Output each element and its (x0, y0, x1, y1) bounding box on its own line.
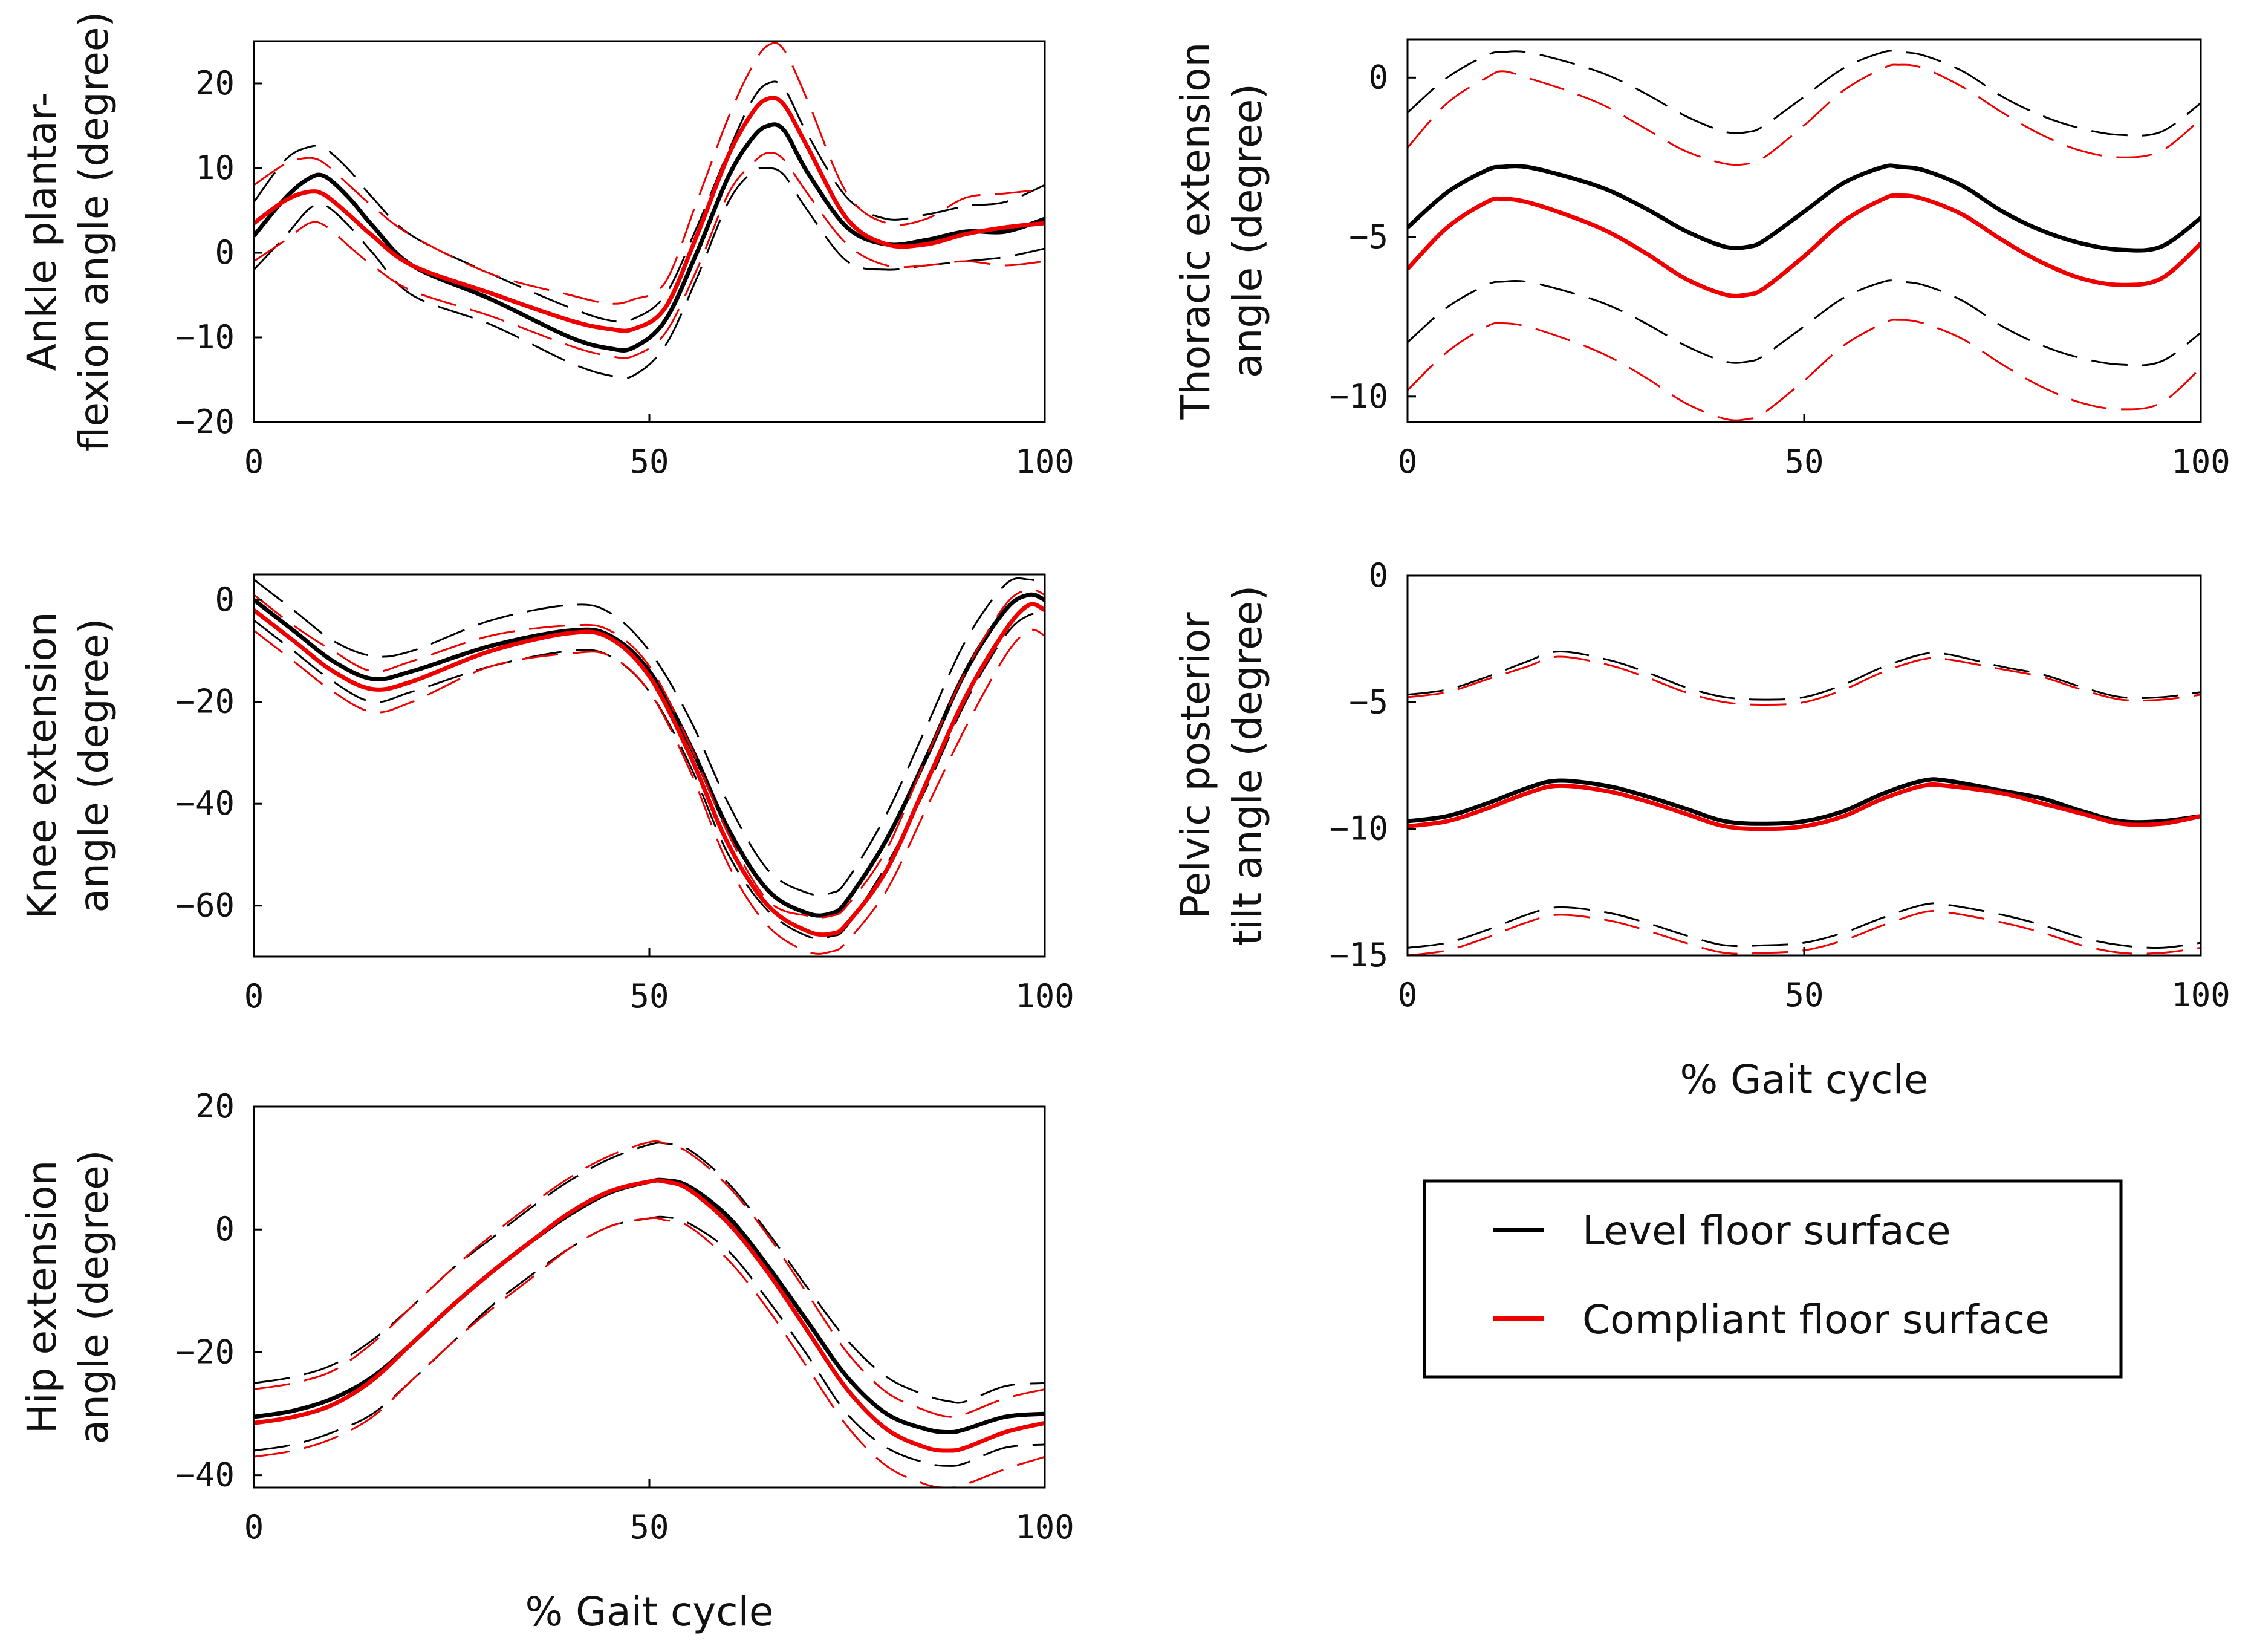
legend-label-level: Level floor surface (1582, 1208, 1951, 1254)
hip-compliant-sd-upper-line (254, 1140, 1045, 1418)
knee-ytick-label: −40 (175, 784, 235, 822)
pelvic-ytick-label: −10 (1329, 810, 1388, 848)
knee-compliant-sd-upper-line (254, 588, 1045, 919)
knee-xtick-label: 100 (1015, 977, 1074, 1015)
pelvic-compliant-mean-line (1408, 782, 2201, 831)
thoracic-xtick-label: 50 (1784, 443, 1824, 481)
hip-ylabel-line: angle (degree) (71, 1150, 117, 1445)
hip-compliant-mean-line (254, 1178, 1045, 1453)
knee-level-sd-lower-line (254, 613, 1045, 940)
hip-compliant-sd-lower-line (254, 1217, 1045, 1488)
knee-ytick-label: −20 (175, 683, 235, 721)
ankle-xtick-label: 0 (244, 443, 264, 481)
thoracic-ylabel-line: angle (degree) (1224, 83, 1271, 378)
hip-ylabel-line: Hip extension (19, 1160, 65, 1434)
ankle-compliant-mean-line (254, 96, 1045, 333)
thoracic-xtick-label: 0 (1398, 443, 1418, 481)
knee-compliant-sd-lower-line (254, 628, 1045, 955)
pelvic-ylabel-line: Pelvic posterior (1172, 612, 1219, 919)
thoracic-level-mean-line (1408, 163, 2201, 253)
ankle-ytick-label: −20 (175, 403, 235, 441)
thoracic-level-sd-lower-line (1408, 279, 2201, 366)
pelvic-ylabel-line: tilt angle (degree) (1224, 585, 1271, 946)
ankle-ytick-label: 10 (195, 149, 235, 187)
knee-ylabel-line: angle (degree) (71, 619, 117, 913)
pelvic-xtick-label: 100 (2171, 976, 2230, 1014)
knee-ylabel-line: Knee extension (19, 611, 65, 919)
hip-xlabel: % Gait cycle (525, 1589, 773, 1635)
thoracic-ytick-label: −5 (1349, 218, 1388, 256)
thoracic-ylabel-line: Thoracic extension (1172, 42, 1219, 420)
thoracic-compliant-mean-line (1408, 193, 2201, 298)
ankle-ylabel-line: flexion angle (degree) (71, 11, 117, 452)
pelvic-ytick-label: −5 (1349, 683, 1388, 721)
ankle-xtick-label: 50 (629, 443, 669, 481)
ankle-compliant-sd-upper-line (254, 42, 1045, 305)
hip-ytick-label: −20 (175, 1333, 235, 1371)
knee-level-mean-line (254, 592, 1045, 918)
hip-xtick-label: 50 (629, 1508, 669, 1546)
pelvic-xtick-label: 50 (1784, 976, 1824, 1014)
pelvic-compliant-sd-upper-line (1408, 655, 2201, 706)
knee-xtick-label: 0 (244, 977, 264, 1015)
pelvic-level-sd-upper-line (1408, 651, 2201, 701)
hip-ytick-label: 0 (215, 1210, 235, 1248)
hip-xtick-label: 0 (244, 1508, 264, 1546)
hip-angle-panel: 0 50 100 −40 −20 0 20 Hip extension angle (degre… (19, 1087, 1074, 1635)
hip-xtick-label: 100 (1015, 1508, 1074, 1546)
pelvic-level-mean-line (1408, 777, 2201, 826)
legend-box (1423, 1179, 2123, 1379)
thoracic-compliant-sd-lower-line (1408, 319, 2201, 421)
legend-label-compliant: Compliant floor surface (1582, 1296, 2050, 1343)
thoracic-level-sd-upper-line (1408, 50, 2201, 137)
pelvic-ytick-label: −15 (1329, 936, 1388, 974)
ankle-ylabel-line: Ankle plantar- (19, 93, 65, 371)
pelvic-ytick-label: 0 (1368, 556, 1388, 594)
ankle-angle-panel: 0 50 100 −20 −10 0 10 20 Ankle plantar-flexion a… (19, 11, 1074, 481)
pelvic-level-sd-lower-line (1408, 902, 2201, 949)
thoracic-angle-panel: 0 50 100 −10 −5 0 Thoracic extension angle (deg… (1172, 38, 2230, 481)
thoracic-ytick-label: 0 (1368, 58, 1388, 96)
ankle-xtick-label: 100 (1015, 443, 1074, 481)
ankle-ytick-label: −10 (175, 318, 235, 356)
pelvic-xlabel: % Gait cycle (1680, 1056, 1928, 1103)
pelvic-angle-panel: 0 50 100 −15 −10 −5 0 Pelvic posterior tilt angl… (1172, 556, 2230, 1103)
ankle-ytick-label: 20 (195, 64, 235, 102)
hip-ytick-label: 20 (195, 1087, 235, 1125)
thoracic-compliant-sd-upper-line (1408, 63, 2201, 166)
hip-ytick-label: −40 (175, 1456, 235, 1494)
ankle-ytick-label: 0 (215, 233, 235, 272)
ankle-level-sd-upper-line (254, 80, 1045, 323)
knee-xtick-label: 50 (629, 977, 669, 1015)
thoracic-xtick-label: 100 (2171, 443, 2230, 481)
knee-angle-panel: 0 50 100 −60 −40 −20 0 Knee extension angle (deg… (19, 573, 1074, 1015)
pelvic-xtick-label: 0 (1398, 976, 1418, 1014)
ankle-level-sd-lower-line (254, 166, 1045, 380)
knee-ytick-label: 0 (215, 580, 235, 619)
ankle-compliant-sd-lower-line (254, 151, 1045, 359)
knee-level-sd-upper-line (254, 577, 1045, 896)
knee-compliant-mean-line (254, 602, 1045, 937)
legend: Level floor surface Compliant floor surf… (1423, 1179, 2123, 1379)
knee-ytick-label: −60 (175, 886, 235, 925)
thoracic-ytick-label: −10 (1329, 377, 1388, 415)
